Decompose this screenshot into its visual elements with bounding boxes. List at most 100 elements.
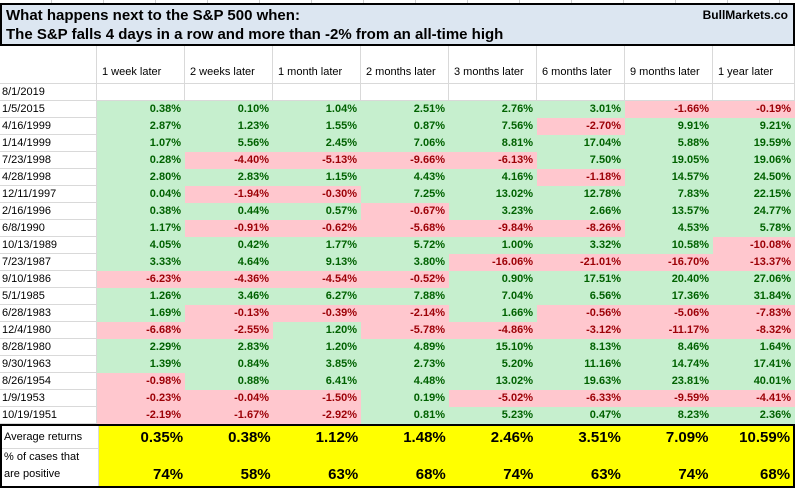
return-cell[interactable]: 7.83% xyxy=(625,186,713,203)
return-cell[interactable]: -6.23% xyxy=(97,271,185,288)
return-cell[interactable]: -2.70% xyxy=(537,118,625,135)
return-cell[interactable]: 4.64% xyxy=(185,254,273,271)
return-cell[interactable]: 0.57% xyxy=(273,203,361,220)
return-cell[interactable]: -0.56% xyxy=(537,305,625,322)
percent-positive-cell[interactable]: 58% xyxy=(186,466,274,486)
return-cell[interactable]: 2.45% xyxy=(273,135,361,152)
return-cell[interactable]: 19.63% xyxy=(537,373,625,390)
percent-positive-label-line2[interactable]: are positive xyxy=(2,466,99,486)
return-cell[interactable]: 0.87% xyxy=(361,118,449,135)
return-cell[interactable]: 14.57% xyxy=(625,169,713,186)
return-cell[interactable]: 8.46% xyxy=(625,339,713,356)
return-cell[interactable]: 40.01% xyxy=(713,373,795,390)
return-cell[interactable]: 1.17% xyxy=(97,220,185,237)
return-cell[interactable]: 3.01% xyxy=(537,101,625,118)
return-cell[interactable]: 2.80% xyxy=(97,169,185,186)
return-cell[interactable]: 20.40% xyxy=(625,271,713,288)
return-cell[interactable]: -0.91% xyxy=(185,220,273,237)
return-cell[interactable]: 1.26% xyxy=(97,288,185,305)
return-cell[interactable]: 1.39% xyxy=(97,356,185,373)
return-cell[interactable]: 1.77% xyxy=(273,237,361,254)
date-cell[interactable]: 1/9/1953 xyxy=(0,390,97,407)
average-return-cell[interactable]: 7.09% xyxy=(623,426,712,449)
return-cell[interactable]: 5.56% xyxy=(185,135,273,152)
return-cell[interactable]: 1.15% xyxy=(273,169,361,186)
return-cell[interactable]: 5.20% xyxy=(449,356,537,373)
return-cell[interactable]: 3.32% xyxy=(537,237,625,254)
return-cell[interactable]: 11.16% xyxy=(537,356,625,373)
date-cell[interactable]: 5/1/1985 xyxy=(0,288,97,305)
return-cell[interactable] xyxy=(713,84,795,101)
return-cell[interactable]: -13.37% xyxy=(713,254,795,271)
return-cell[interactable]: 0.88% xyxy=(185,373,273,390)
return-cell[interactable]: 5.72% xyxy=(361,237,449,254)
percent-positive-cell[interactable]: 63% xyxy=(273,466,362,486)
return-cell[interactable]: 12.78% xyxy=(537,186,625,203)
return-cell[interactable]: -0.13% xyxy=(185,305,273,322)
date-cell[interactable]: 12/11/1997 xyxy=(0,186,97,203)
return-cell[interactable]: 1.00% xyxy=(449,237,537,254)
percent-positive-cell[interactable]: 74% xyxy=(98,466,187,486)
return-cell[interactable]: 7.56% xyxy=(449,118,537,135)
return-cell[interactable]: 0.47% xyxy=(537,407,625,424)
return-cell[interactable]: 7.06% xyxy=(361,135,449,152)
return-cell[interactable]: -0.30% xyxy=(273,186,361,203)
return-cell[interactable]: 19.59% xyxy=(713,135,795,152)
return-cell[interactable]: 5.78% xyxy=(713,220,795,237)
return-cell[interactable]: 4.16% xyxy=(449,169,537,186)
return-cell[interactable]: 5.88% xyxy=(625,135,713,152)
date-cell[interactable]: 8/28/1980 xyxy=(0,339,97,356)
return-cell[interactable]: 8.13% xyxy=(537,339,625,356)
return-cell[interactable]: -4.54% xyxy=(273,271,361,288)
percent-positive-cell[interactable]: 68% xyxy=(361,466,449,486)
return-cell[interactable] xyxy=(537,84,625,101)
return-cell[interactable]: 7.04% xyxy=(449,288,537,305)
return-cell[interactable]: 4.05% xyxy=(97,237,185,254)
return-cell[interactable]: -5.13% xyxy=(273,152,361,169)
return-cell[interactable]: -2.55% xyxy=(185,322,273,339)
date-cell[interactable]: 1/5/2015 xyxy=(0,101,97,118)
return-cell[interactable]: -4.40% xyxy=(185,152,273,169)
return-cell[interactable]: -4.86% xyxy=(449,322,537,339)
percent-positive-cell[interactable]: 74% xyxy=(448,466,537,486)
return-cell[interactable]: -6.68% xyxy=(97,322,185,339)
return-cell[interactable] xyxy=(361,84,449,101)
return-cell[interactable]: 0.42% xyxy=(185,237,273,254)
return-cell[interactable]: -1.67% xyxy=(185,407,273,424)
return-cell[interactable]: 24.77% xyxy=(713,203,795,220)
average-return-cell[interactable]: 2.46% xyxy=(448,426,537,449)
return-cell[interactable]: 17.41% xyxy=(713,356,795,373)
return-cell[interactable]: 2.83% xyxy=(185,169,273,186)
return-cell[interactable]: 9.21% xyxy=(713,118,795,135)
return-cell[interactable]: -21.01% xyxy=(537,254,625,271)
column-header[interactable]: 1 month later xyxy=(273,46,361,84)
return-cell[interactable]: -0.19% xyxy=(713,101,795,118)
return-cell[interactable]: -0.04% xyxy=(185,390,273,407)
percent-positive-cell[interactable]: 74% xyxy=(623,466,712,486)
return-cell[interactable]: 2.66% xyxy=(537,203,625,220)
return-cell[interactable]: -9.59% xyxy=(625,390,713,407)
column-header[interactable]: 2 weeks later xyxy=(185,46,273,84)
date-cell[interactable]: 10/19/1951 xyxy=(0,407,97,424)
date-cell[interactable]: 9/10/1986 xyxy=(0,271,97,288)
average-return-cell[interactable]: 10.59% xyxy=(711,426,794,449)
return-cell[interactable]: -9.84% xyxy=(449,220,537,237)
return-cell[interactable]: 1.04% xyxy=(273,101,361,118)
return-cell[interactable]: 19.06% xyxy=(713,152,795,169)
return-cell[interactable]: 3.80% xyxy=(361,254,449,271)
return-cell[interactable]: 0.81% xyxy=(361,407,449,424)
date-cell[interactable]: 7/23/1998 xyxy=(0,152,97,169)
average-return-cell[interactable]: 0.35% xyxy=(98,426,187,449)
column-header[interactable]: 1 week later xyxy=(97,46,185,84)
return-cell[interactable]: 17.51% xyxy=(537,271,625,288)
return-cell[interactable]: 0.19% xyxy=(361,390,449,407)
percent-positive-cell[interactable]: 68% xyxy=(711,466,794,486)
return-cell[interactable]: -0.52% xyxy=(361,271,449,288)
return-cell[interactable]: 13.02% xyxy=(449,186,537,203)
date-cell[interactable]: 10/13/1989 xyxy=(0,237,97,254)
return-cell[interactable] xyxy=(625,84,713,101)
return-cell[interactable]: -6.33% xyxy=(537,390,625,407)
return-cell[interactable]: 1.64% xyxy=(713,339,795,356)
return-cell[interactable]: -1.66% xyxy=(625,101,713,118)
return-cell[interactable]: 0.44% xyxy=(185,203,273,220)
